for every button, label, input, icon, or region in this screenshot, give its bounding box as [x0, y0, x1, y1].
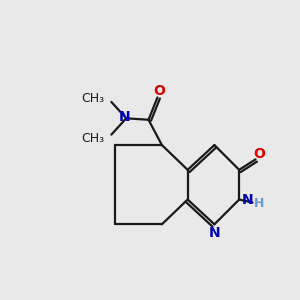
Text: N: N: [119, 110, 130, 124]
Text: CH₃: CH₃: [82, 92, 105, 105]
Text: N: N: [208, 226, 220, 240]
Text: N: N: [242, 193, 253, 207]
Text: H: H: [254, 197, 264, 211]
Text: O: O: [153, 84, 165, 98]
Text: CH₃: CH₃: [82, 132, 105, 145]
Text: O: O: [253, 147, 265, 161]
